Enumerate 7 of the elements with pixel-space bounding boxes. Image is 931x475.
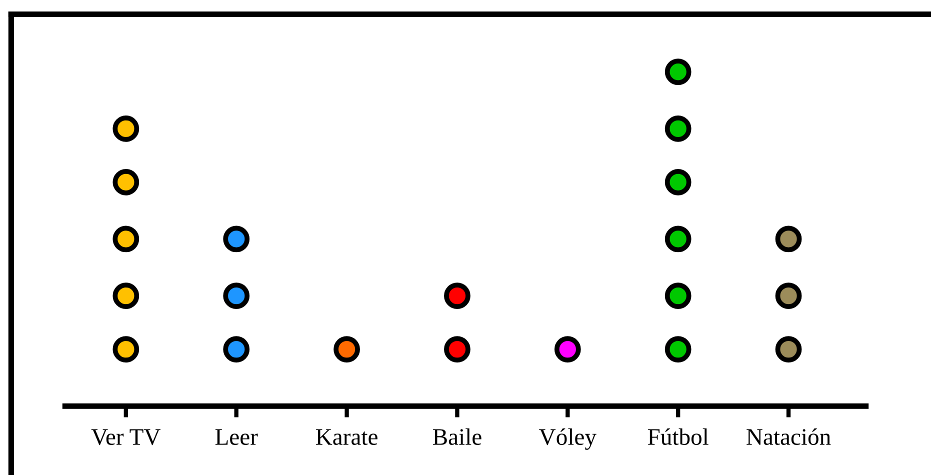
x-tick-label: Natación — [746, 428, 831, 445]
x-tick-label: Vóley — [539, 428, 596, 450]
x-tick-label: Fútbol — [648, 428, 708, 445]
x-tick-label: Ver TV — [91, 429, 161, 446]
x-tick-label: Baile — [432, 428, 482, 445]
x-tick-label: Karate — [316, 429, 378, 445]
x-tick-label: Leer — [215, 429, 258, 445]
